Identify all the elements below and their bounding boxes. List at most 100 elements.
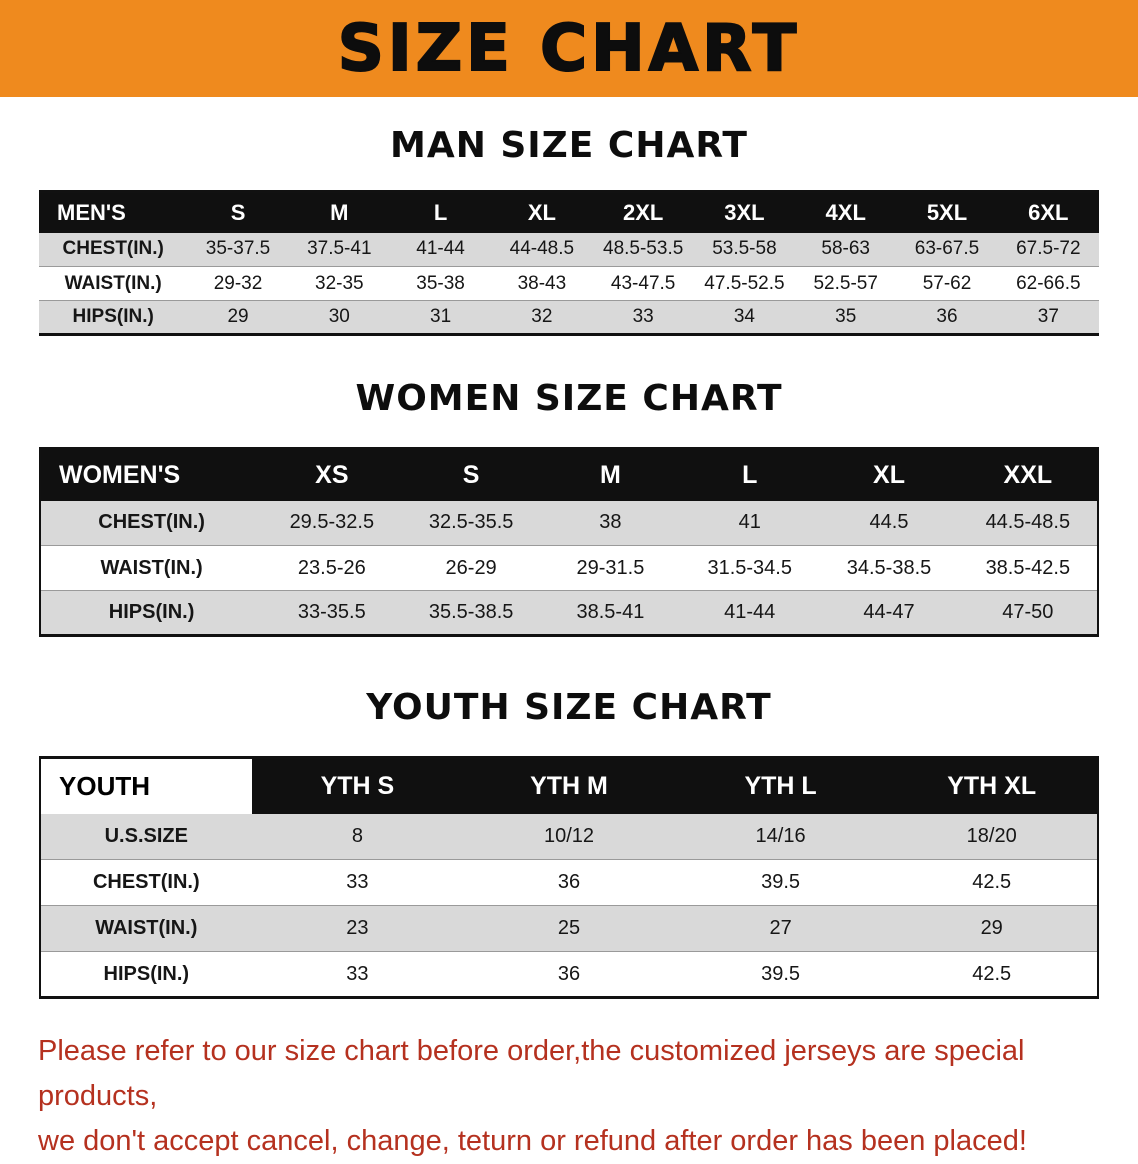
women-size-table: WOMEN'S XS S M L XL XXL CHEST(IN.) 29.5-32.5 32.5… — [39, 447, 1099, 637]
value-cell: 36 — [463, 859, 675, 906]
value-cell: 44.5-48.5 — [958, 500, 1098, 546]
women-size-section: WOMEN SIZE CHART WOMEN'S XS S M L XL XXL CHEST(… — [0, 378, 1138, 637]
value-cell: 29-32 — [187, 266, 289, 301]
value-cell: 32.5-35.5 — [401, 500, 541, 546]
youth-size-table: YOUTH YTH S YTH M YTH L YTH XL U.S.SIZE 8 10/12… — [39, 756, 1099, 999]
row-label: HIPS(IN.) — [39, 300, 188, 335]
value-cell: 8 — [251, 813, 464, 860]
row-label: CHEST(IN.) — [40, 859, 252, 906]
value-cell: 29-31.5 — [540, 545, 681, 591]
row-label: CHEST(IN.) — [39, 232, 188, 267]
size-header-cell: XXL — [958, 448, 1098, 501]
header-row: WOMEN'S XS S M L XL XXL — [40, 448, 1098, 501]
value-cell: 43-47.5 — [592, 266, 694, 301]
size-header-cell: YTH XL — [886, 757, 1098, 814]
size-chart-banner: SIZE CHART — [0, 0, 1138, 97]
value-cell: 10/12 — [463, 813, 675, 860]
value-cell: 32 — [491, 300, 593, 335]
value-cell: 30 — [288, 300, 390, 335]
value-cell: 63-67.5 — [896, 232, 998, 267]
value-cell: 37 — [997, 300, 1099, 335]
value-cell: 62-66.5 — [997, 266, 1099, 301]
row-label: WAIST(IN.) — [40, 545, 263, 591]
value-cell: 35-38 — [389, 266, 492, 301]
value-cell: 23 — [251, 905, 464, 952]
value-cell: 23.5-26 — [262, 545, 402, 591]
value-cell: 25 — [463, 905, 675, 952]
value-cell: 48.5-53.5 — [592, 232, 694, 267]
men-section-heading: MAN SIZE CHART — [390, 125, 748, 166]
value-cell: 29 — [886, 905, 1098, 952]
value-cell: 57-62 — [896, 266, 998, 301]
value-cell: 31.5-34.5 — [680, 545, 820, 591]
value-cell: 34.5-38.5 — [819, 545, 959, 591]
value-cell: 41-44 — [389, 232, 492, 267]
youth-size-section: YOUTH SIZE CHART YOUTH YTH S YTH M YTH L YTH… — [0, 687, 1138, 999]
men-size-table: MEN'S S M L XL 2XL 3XL 4XL 5XL 6XL CHEST(IN.) 35-37… — [39, 190, 1099, 336]
size-header-cell: XL — [491, 191, 593, 233]
size-header-cell: YTH L — [674, 757, 887, 814]
men-size-section: MAN SIZE CHART MEN'S S M L XL 2XL 3XL 4XL 5XL 6XL… — [0, 125, 1138, 336]
page-title: SIZE CHART — [337, 11, 801, 87]
value-cell: 29 — [187, 300, 289, 335]
value-cell: 32-35 — [288, 266, 390, 301]
size-header-cell: 4XL — [795, 191, 897, 233]
row-label: WAIST(IN.) — [39, 266, 188, 301]
order-notice-line2: we don't accept cancel, change, teturn o… — [38, 1124, 1027, 1157]
size-header-cell: M — [540, 448, 681, 501]
table-row: CHEST(IN.) 29.5-32.5 32.5-35.5 38 41 44.5 44.5… — [40, 500, 1098, 546]
value-cell: 33 — [251, 951, 464, 998]
table-title-cell: YOUTH — [40, 757, 252, 814]
value-cell: 52.5-57 — [795, 266, 897, 301]
size-header-cell: S — [401, 448, 541, 501]
value-cell: 58-63 — [795, 232, 897, 267]
value-cell: 34 — [693, 300, 796, 335]
value-cell: 38 — [540, 500, 681, 546]
table-row: HIPS(IN.) 33-35.5 35.5-38.5 38.5-41 41-44 44-… — [40, 590, 1098, 636]
value-cell: 33-35.5 — [262, 590, 402, 636]
table-row: WAIST(IN.) 29-32 32-35 35-38 38-43 43-47.5 47.… — [39, 266, 1099, 301]
size-header-cell: L — [389, 191, 492, 233]
table-row: WAIST(IN.) 23 25 27 29 — [40, 905, 1098, 952]
header-row: MEN'S S M L XL 2XL 3XL 4XL 5XL 6XL — [39, 191, 1099, 233]
value-cell: 47-50 — [958, 590, 1098, 636]
table-row: U.S.SIZE 8 10/12 14/16 18/20 — [40, 813, 1098, 860]
value-cell: 39.5 — [674, 859, 887, 906]
table-title-cell: WOMEN'S — [40, 448, 263, 501]
value-cell: 44-47 — [819, 590, 959, 636]
size-header-cell: 3XL — [693, 191, 796, 233]
value-cell: 35-37.5 — [187, 232, 289, 267]
table-row: WAIST(IN.) 23.5-26 26-29 29-31.5 31.5-34.5 34… — [40, 545, 1098, 591]
value-cell: 33 — [592, 300, 694, 335]
value-cell: 38.5-41 — [540, 590, 681, 636]
value-cell: 37.5-41 — [288, 232, 390, 267]
value-cell: 35 — [795, 300, 897, 335]
size-header-cell: L — [680, 448, 820, 501]
value-cell: 36 — [896, 300, 998, 335]
value-cell: 35.5-38.5 — [401, 590, 541, 636]
value-cell: 27 — [674, 905, 887, 952]
size-header-cell: 5XL — [896, 191, 998, 233]
value-cell: 14/16 — [674, 813, 887, 860]
size-header-cell: YTH M — [463, 757, 675, 814]
value-cell: 67.5-72 — [997, 232, 1099, 267]
table-row: HIPS(IN.) 29 30 31 32 33 34 35 36 37 — [39, 300, 1099, 335]
table-row: HIPS(IN.) 33 36 39.5 42.5 — [40, 951, 1098, 998]
row-label: HIPS(IN.) — [40, 590, 263, 636]
value-cell: 33 — [251, 859, 464, 906]
value-cell: 42.5 — [886, 951, 1098, 998]
value-cell: 47.5-52.5 — [693, 266, 796, 301]
value-cell: 26-29 — [401, 545, 541, 591]
size-header-cell: XL — [819, 448, 959, 501]
value-cell: 44-48.5 — [491, 232, 593, 267]
size-header-cell: 2XL — [592, 191, 694, 233]
value-cell: 38.5-42.5 — [958, 545, 1098, 591]
women-section-heading: WOMEN SIZE CHART — [355, 378, 783, 419]
order-notice-line1: Please refer to our size chart before or… — [38, 1035, 1025, 1112]
size-header-cell: 6XL — [997, 191, 1099, 233]
size-header-cell: YTH S — [251, 757, 464, 814]
value-cell: 36 — [463, 951, 675, 998]
table-row: CHEST(IN.) 35-37.5 37.5-41 41-44 44-48.5 48.5… — [39, 232, 1099, 267]
value-cell: 53.5-58 — [693, 232, 796, 267]
table-title-cell: MEN'S — [39, 191, 188, 233]
